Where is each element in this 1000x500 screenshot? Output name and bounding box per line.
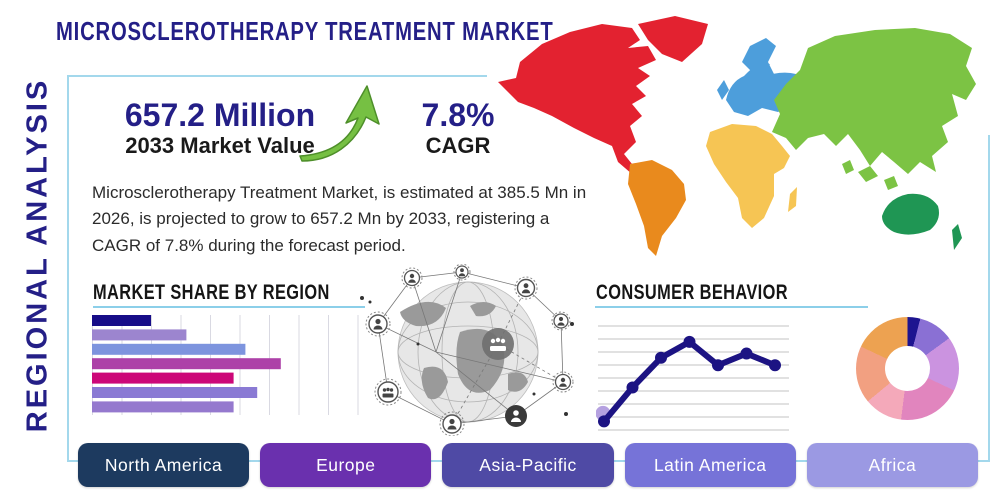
cagr-number: 7.8% (421, 97, 495, 133)
frame-border-right (988, 135, 990, 462)
frame-border-top (67, 75, 487, 77)
page-title: MICROSCLEROTHERAPY TREATMENT MARKET (56, 16, 554, 46)
map-asia (772, 28, 976, 174)
map-japan (902, 90, 918, 114)
market-description: Microsclerotherapy Treatment Market, is … (92, 183, 587, 255)
map-madagascar (788, 187, 797, 212)
market-value-stat: 657.2 Million 2033 Market Value (85, 97, 355, 160)
globe-network-illustration (360, 264, 574, 436)
map-greenland (638, 16, 708, 62)
cagr-label: CAGR (425, 133, 491, 159)
donut-chart (856, 317, 959, 420)
donut-chart-hole (885, 346, 930, 391)
market-share-heading: MARKET SHARE BY REGION (93, 281, 330, 304)
map-se-asia-islands (842, 160, 898, 190)
region-buttons-row: North America Europe Asia-Pacific Latin Ame… (78, 443, 979, 487)
map-africa (706, 124, 790, 228)
region-button-europe[interactable]: Europe (260, 443, 432, 487)
map-australia (882, 193, 939, 235)
market-share-underline (93, 306, 365, 308)
region-button-asia-pacific[interactable]: Asia-Pacific (442, 443, 614, 487)
market-share-bar-chart (92, 315, 359, 415)
map-north-america (498, 24, 656, 174)
consumer-behavior-heading: CONSUMER BEHAVIOR (596, 281, 788, 304)
region-button-north-america[interactable]: North America (78, 443, 250, 487)
world-map (498, 16, 976, 256)
market-value-number: 657.2 Million (124, 97, 316, 133)
map-uk (717, 80, 729, 100)
side-label-regional-analysis: REGIONAL ANALYSIS (21, 77, 54, 433)
region-button-africa[interactable]: Africa (806, 443, 979, 487)
region-button-latin-america[interactable]: Latin America (624, 443, 796, 487)
map-south-america (628, 160, 686, 256)
consumer-behavior-underline (595, 306, 868, 308)
consumer-behavior-line-chart (596, 325, 789, 431)
map-new-zealand (952, 224, 962, 250)
frame-border-left (67, 75, 69, 462)
market-value-label: 2033 Market Value (125, 133, 315, 159)
growth-arrow-icon (299, 85, 380, 162)
map-scandinavia (742, 38, 776, 80)
cagr-stat: 7.8% CAGR (398, 97, 518, 160)
